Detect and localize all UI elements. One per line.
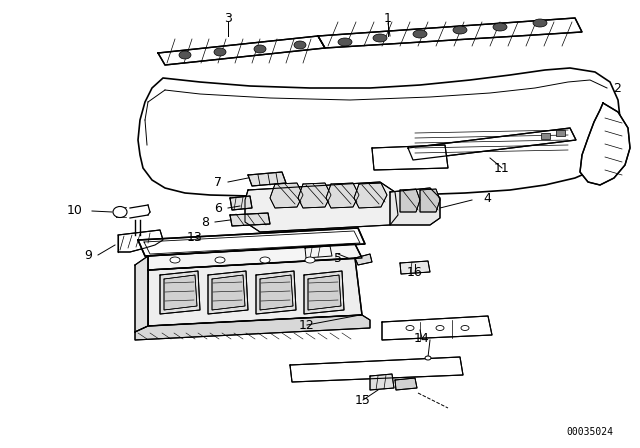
Polygon shape [158, 36, 325, 65]
Polygon shape [245, 182, 398, 232]
Bar [541, 133, 550, 139]
Polygon shape [135, 256, 148, 332]
Polygon shape [420, 189, 440, 212]
Ellipse shape [406, 326, 414, 331]
Ellipse shape [305, 257, 315, 263]
Polygon shape [400, 261, 430, 274]
Polygon shape [230, 196, 252, 210]
Polygon shape [580, 103, 630, 185]
Polygon shape [290, 357, 463, 382]
Polygon shape [304, 271, 344, 314]
Text: 11: 11 [494, 161, 510, 175]
Polygon shape [212, 275, 245, 310]
Polygon shape [382, 316, 492, 340]
Polygon shape [260, 275, 293, 310]
Text: 12: 12 [299, 319, 315, 332]
Polygon shape [208, 271, 248, 314]
Polygon shape [135, 315, 370, 340]
Bar [556, 130, 565, 136]
Ellipse shape [179, 51, 191, 59]
Ellipse shape [260, 257, 270, 263]
Text: 6: 6 [214, 202, 222, 215]
Ellipse shape [338, 38, 352, 46]
Polygon shape [395, 378, 417, 390]
Text: 2: 2 [613, 82, 621, 95]
Ellipse shape [215, 257, 225, 263]
Text: 5: 5 [334, 251, 342, 264]
Polygon shape [305, 246, 332, 258]
Ellipse shape [254, 45, 266, 53]
Polygon shape [370, 374, 394, 390]
Polygon shape [148, 258, 362, 326]
Ellipse shape [214, 48, 226, 56]
Polygon shape [355, 254, 372, 265]
Text: 4: 4 [483, 191, 491, 204]
Ellipse shape [294, 41, 306, 49]
Ellipse shape [533, 19, 547, 27]
Polygon shape [164, 275, 197, 310]
Ellipse shape [493, 23, 507, 31]
Polygon shape [256, 271, 296, 314]
Text: 8: 8 [201, 215, 209, 228]
Polygon shape [118, 230, 163, 252]
Text: 1: 1 [384, 12, 392, 25]
Ellipse shape [425, 356, 431, 360]
Text: 13: 13 [187, 231, 203, 244]
Polygon shape [318, 18, 582, 48]
Polygon shape [138, 228, 365, 256]
Polygon shape [298, 183, 331, 208]
Ellipse shape [373, 34, 387, 42]
Text: 10: 10 [67, 203, 83, 216]
Ellipse shape [113, 207, 127, 217]
Text: 14: 14 [414, 332, 430, 345]
Ellipse shape [436, 326, 444, 331]
Text: 9: 9 [84, 249, 92, 262]
Ellipse shape [170, 257, 180, 263]
Polygon shape [372, 145, 448, 170]
Text: 3: 3 [224, 12, 232, 25]
Text: 16: 16 [407, 266, 423, 279]
Ellipse shape [453, 26, 467, 34]
Text: 7: 7 [214, 176, 222, 189]
Polygon shape [230, 213, 270, 226]
Polygon shape [248, 172, 286, 186]
Text: 15: 15 [355, 393, 371, 406]
Polygon shape [138, 68, 620, 196]
Ellipse shape [461, 326, 469, 331]
Polygon shape [308, 275, 341, 310]
Polygon shape [354, 183, 387, 208]
Polygon shape [148, 244, 362, 270]
Polygon shape [270, 183, 303, 208]
Polygon shape [408, 128, 576, 160]
Polygon shape [160, 271, 200, 314]
Polygon shape [400, 189, 420, 212]
Ellipse shape [413, 30, 427, 38]
Polygon shape [390, 188, 440, 225]
Polygon shape [326, 183, 359, 208]
Text: 00035024: 00035024 [566, 427, 614, 437]
